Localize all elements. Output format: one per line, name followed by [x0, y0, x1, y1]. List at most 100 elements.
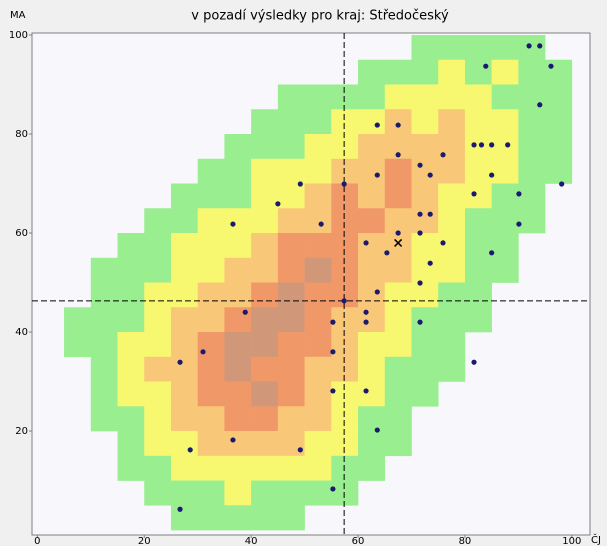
heat-cell	[358, 332, 386, 358]
heat-cell	[304, 307, 332, 333]
heat-cell	[197, 233, 225, 259]
heat-cell	[464, 233, 492, 259]
heat-cell	[518, 59, 546, 85]
point	[230, 221, 236, 227]
point	[374, 427, 380, 433]
heat-cell	[438, 307, 466, 333]
heat-cell	[518, 208, 546, 234]
heat-cell	[224, 257, 252, 283]
heat-cell	[331, 84, 359, 110]
heat-cell	[518, 133, 546, 160]
heat-cell	[331, 381, 359, 407]
heat-cell	[358, 208, 386, 234]
heat-cell	[411, 183, 439, 209]
heat-cell	[304, 183, 332, 209]
heat-cell	[170, 505, 198, 531]
heat-cell	[170, 455, 198, 481]
heat-cell	[197, 307, 225, 333]
heat-cell	[384, 356, 412, 382]
heat-cell	[358, 183, 386, 209]
heat-cell	[545, 109, 573, 135]
heat-cell	[331, 257, 359, 283]
heat-cell	[64, 332, 92, 358]
heat-cell	[251, 455, 279, 481]
heat-cell	[331, 158, 359, 184]
heat-cell	[384, 257, 412, 283]
x-tick-label: 60	[352, 536, 365, 546]
heat-cell	[251, 257, 279, 283]
heat-cell	[197, 406, 225, 432]
heat-cell	[331, 183, 359, 209]
heat-cell	[277, 282, 305, 308]
point	[363, 388, 369, 394]
heat-cell	[90, 381, 118, 407]
heat-cell	[144, 208, 172, 234]
heat-cell	[117, 332, 145, 358]
heat-cell	[358, 233, 386, 259]
heat-cell	[384, 431, 412, 457]
point	[363, 309, 369, 315]
y-axis-label: MA	[10, 10, 26, 21]
heat-cell	[411, 84, 439, 110]
point	[516, 221, 522, 227]
point	[374, 289, 380, 295]
heat-cell	[491, 158, 519, 184]
heat-cell	[304, 208, 332, 234]
point	[330, 486, 336, 492]
heat-cell	[277, 356, 305, 382]
heat-cell	[144, 282, 172, 308]
heat-cell	[491, 233, 519, 259]
heat-cell	[411, 158, 439, 184]
heat-cell	[170, 183, 198, 209]
heat-cell	[144, 233, 172, 259]
heat-cell	[411, 133, 439, 160]
heat-cell	[277, 257, 305, 283]
point	[275, 201, 281, 207]
point	[559, 181, 565, 187]
heat-cell	[117, 307, 145, 333]
heat-cell	[277, 84, 305, 110]
point	[363, 319, 369, 325]
heat-cell	[358, 257, 386, 283]
heat-cell	[117, 406, 145, 432]
heat-cell	[411, 34, 439, 61]
point	[471, 359, 477, 365]
heat-cell	[224, 158, 252, 184]
heat-cell	[224, 480, 252, 506]
heat-cell	[304, 84, 332, 110]
heat-cell	[170, 431, 198, 457]
heat-cell	[384, 109, 412, 135]
heat-cell	[491, 109, 519, 135]
heat-cell	[251, 480, 279, 506]
point	[440, 152, 446, 158]
heat-cell	[304, 332, 332, 358]
heat-cell	[251, 233, 279, 259]
heat-cell	[251, 208, 279, 234]
heat-cell	[331, 109, 359, 135]
heat-cell	[170, 233, 198, 259]
heat-cell	[384, 406, 412, 432]
point	[417, 280, 423, 286]
heat-cell	[358, 59, 386, 85]
heat-cell	[144, 356, 172, 382]
heat-cell	[304, 158, 332, 184]
x-tick-label: 80	[459, 536, 472, 546]
point	[489, 250, 495, 256]
heat-cell	[358, 133, 386, 160]
heat-cell	[331, 480, 359, 506]
heat-cell	[144, 406, 172, 432]
heat-cell	[224, 505, 252, 531]
heat-cell	[144, 332, 172, 358]
heat-cell	[384, 307, 412, 333]
y-tick-label: 100	[9, 30, 28, 41]
heat-cell	[224, 406, 252, 432]
point	[330, 349, 336, 355]
heat-cell	[90, 307, 118, 333]
point	[417, 211, 423, 217]
heat-cell	[144, 431, 172, 457]
cross-marker	[394, 238, 403, 247]
heat-cell	[491, 133, 519, 160]
point	[395, 122, 401, 128]
point	[537, 43, 543, 49]
